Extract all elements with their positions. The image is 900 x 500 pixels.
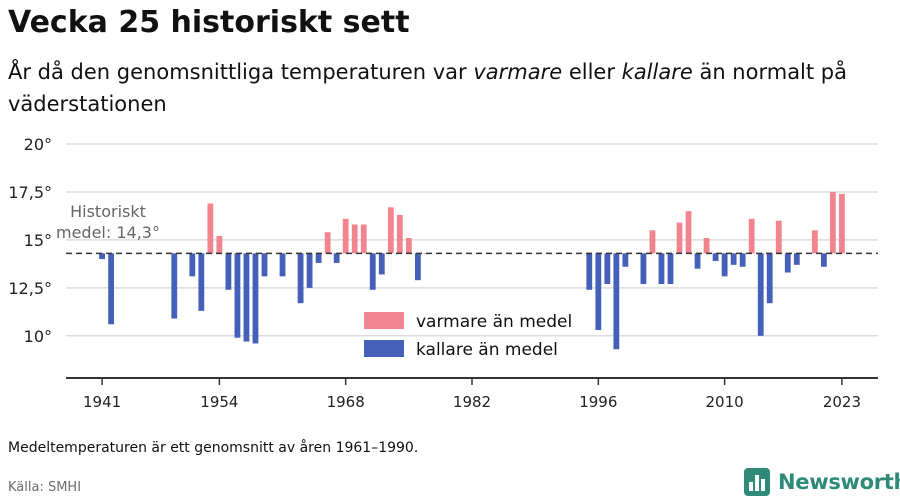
bar-colder	[171, 253, 178, 319]
x-tick-label: 1954	[200, 393, 238, 411]
bar-colder	[640, 253, 647, 285]
y-tick-label: 20°	[24, 135, 52, 154]
bar-warmer	[387, 207, 394, 254]
bar-warmer	[703, 237, 710, 254]
subtitle-text-1: År då den genomsnittliga temperaturen va…	[8, 60, 474, 84]
bar-colder	[730, 253, 737, 265]
bar-colder	[99, 253, 105, 260]
bar-colder	[595, 253, 602, 331]
brand-logo: Newsworthy	[744, 468, 900, 496]
y-tick-label: 10°	[24, 327, 52, 346]
bar-colder	[315, 253, 322, 263]
bar-warmer	[207, 203, 214, 254]
bar-colder	[820, 253, 827, 267]
bar-warmer	[649, 230, 656, 254]
footnote: Medeltemperaturen är ett genomsnitt av å…	[8, 440, 419, 456]
bar-colder	[739, 253, 746, 267]
y-tick-label: 17,5°	[8, 183, 52, 202]
x-tick-label: 1941	[83, 393, 121, 411]
bar-colder	[766, 253, 773, 304]
bar-series	[99, 191, 845, 350]
bar-colder	[613, 253, 620, 350]
legend-swatch	[364, 312, 404, 329]
x-tick-label: 1982	[453, 393, 491, 411]
bar-warmer	[396, 214, 403, 254]
legend-label: varmare än medel	[416, 312, 572, 332]
bar-colder	[297, 253, 304, 304]
bar-colder	[784, 253, 791, 273]
temperature-bar-chart: Historiskt medel: 14,3° 10° 12,5° 15° 17,5°…	[8, 135, 878, 411]
bar-colder	[225, 253, 232, 290]
bar-colder	[622, 253, 629, 267]
bar-colder	[189, 253, 196, 277]
y-axis-ticks: 10° 12,5° 15° 17,5° 20°	[8, 135, 52, 346]
bar-colder	[694, 253, 701, 269]
bar-warmer	[829, 191, 836, 254]
source-text: Källa: SMHI	[8, 480, 82, 495]
bar-warmer	[839, 193, 845, 254]
page-title: Vecka 25 historiskt sett	[8, 5, 410, 40]
bar-colder	[279, 253, 286, 277]
y-tick-label: 15°	[24, 231, 52, 250]
bar-warmer	[324, 232, 331, 254]
bar-colder	[252, 253, 259, 344]
bar-colder	[306, 253, 313, 288]
bar-colder	[243, 253, 250, 342]
bar-colder	[108, 253, 115, 325]
bar-warmer	[360, 224, 367, 254]
legend-label: kallare än medel	[416, 340, 558, 360]
bar-colder	[369, 253, 376, 290]
bar-warmer	[775, 220, 782, 254]
page-subtitle: År då den genomsnittliga temperaturen va…	[8, 56, 868, 120]
bar-warmer	[351, 224, 358, 254]
bar-colder	[712, 253, 719, 261]
bar-warmer	[676, 222, 683, 254]
baseline-label-line2: medel: 14,3°	[56, 223, 160, 242]
bar-colder	[658, 253, 665, 285]
bar-colder	[261, 253, 268, 277]
bar-warmer	[811, 230, 818, 254]
x-tick-label: 2010	[706, 393, 744, 411]
bar-colder	[414, 253, 421, 281]
bar-warmer	[342, 218, 349, 254]
bar-colder	[757, 253, 764, 336]
subtitle-text-2: eller	[562, 60, 622, 84]
bar-colder	[234, 253, 241, 338]
newsworthy-logo-icon	[744, 468, 770, 496]
baseline-label-line1: Historiskt	[70, 202, 146, 221]
bar-warmer	[405, 237, 412, 254]
x-axis-ticks: 1941 1954 1968 1982 1996 2010 2023	[83, 378, 861, 411]
subtitle-text-3: än normalt på väderstationen	[8, 60, 847, 116]
bar-colder	[667, 253, 674, 285]
bar-colder	[198, 253, 205, 311]
x-tick-label: 2023	[823, 393, 861, 411]
brand-name: Newsworthy	[778, 470, 900, 494]
bar-warmer	[216, 236, 223, 254]
chart-legend: varmare än medel kallare än medel	[364, 312, 572, 360]
x-tick-label: 1996	[579, 393, 617, 411]
subtitle-emphasis-colder: kallare	[621, 60, 693, 84]
bar-warmer	[685, 211, 692, 254]
bar-warmer	[748, 218, 755, 254]
y-tick-label: 12,5°	[8, 279, 52, 298]
bar-colder	[721, 253, 728, 277]
bar-colder	[586, 253, 593, 290]
bar-colder	[793, 253, 800, 265]
bar-colder	[378, 253, 385, 275]
grid-lines	[66, 143, 878, 337]
legend-swatch	[364, 340, 404, 357]
subtitle-emphasis-warmer: varmare	[473, 60, 563, 84]
bar-colder	[604, 253, 611, 285]
bar-colder	[333, 253, 340, 263]
x-tick-label: 1968	[327, 393, 365, 411]
